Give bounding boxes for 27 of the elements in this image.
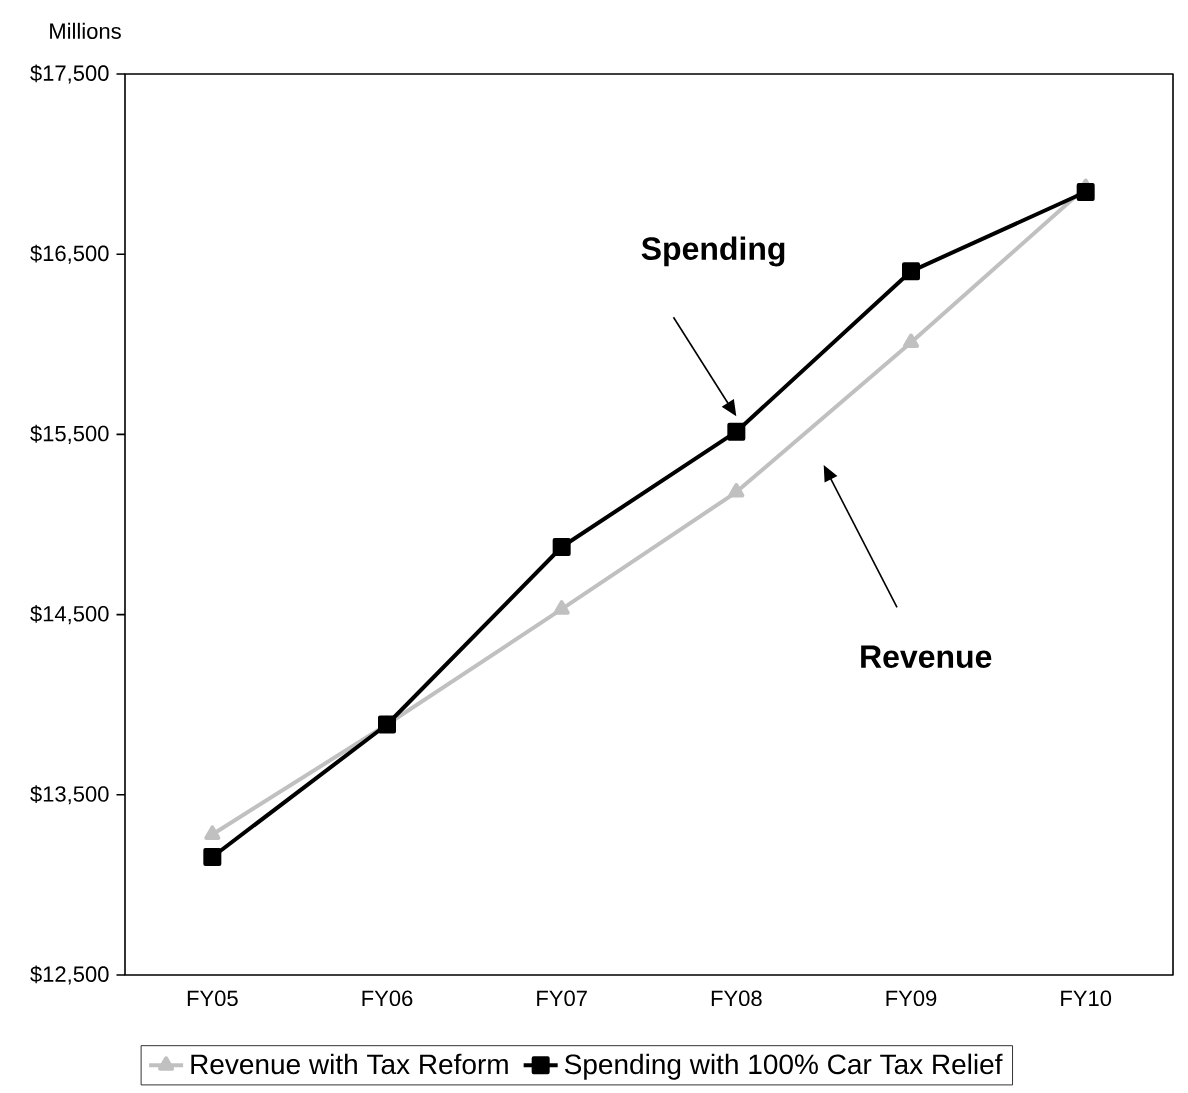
x-tick-label: FY10 <box>1061 990 1112 1007</box>
annotation: Spending <box>641 236 785 267</box>
legend-label: Spending with 100% Car Tax Relief <box>564 1053 1003 1080</box>
x-tick-label: FY05 <box>187 990 238 1007</box>
y-tick-label: $13,500 <box>30 785 109 805</box>
point <box>728 483 745 498</box>
point <box>902 333 920 348</box>
y-tick-label: $14,500 <box>30 605 109 625</box>
y-tick-label: $17,500 <box>30 64 109 84</box>
y-axis-title: Millions <box>50 22 121 39</box>
x-tick-label: FY08 <box>711 990 762 1007</box>
x-tick-label: FY07 <box>537 990 587 1007</box>
point <box>378 715 396 734</box>
legend-label: Revenue with Tax Reform <box>191 1053 508 1075</box>
point <box>552 538 571 557</box>
annotation: Revenue <box>861 645 992 668</box>
point <box>902 262 921 281</box>
y-tick-label: $12,500 <box>30 965 109 985</box>
x-tick-label: FY09 <box>886 990 937 1007</box>
point <box>204 825 221 840</box>
y-tick-label: $15,500 <box>30 424 109 444</box>
y-tick-label: $16,500 <box>30 244 109 264</box>
point <box>553 600 570 615</box>
point <box>727 422 746 441</box>
point <box>203 847 222 866</box>
point <box>1076 183 1095 202</box>
x-tick-label: FY06 <box>362 990 413 1007</box>
